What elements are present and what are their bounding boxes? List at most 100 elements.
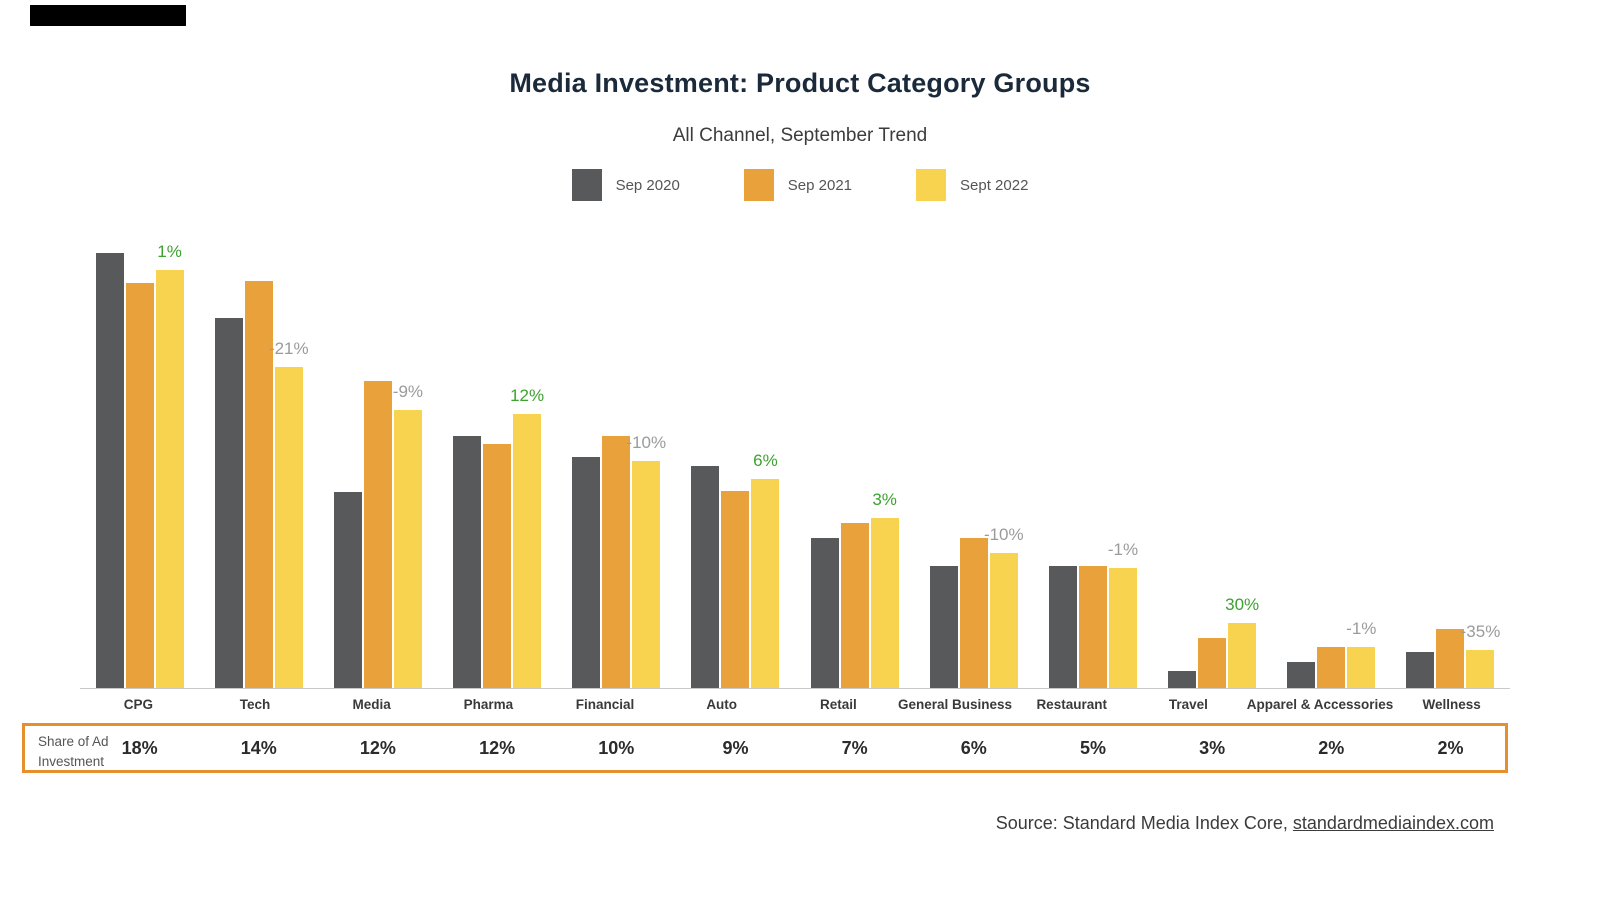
bars-apparel-accessories (1287, 248, 1376, 688)
bar-financial-sept-2022 (632, 460, 661, 688)
bar-restaurant-sep-2021 (1078, 566, 1107, 688)
share-value-restaurant: 5% (1079, 737, 1106, 758)
bar-cpg-sep-2021 (125, 283, 154, 688)
legend-swatch-sep-2020 (571, 169, 602, 201)
bar-media-sep-2021 (363, 381, 392, 688)
source-link[interactable]: standardmediaindex.com (1292, 813, 1494, 833)
bar-tech-sep-2021 (244, 281, 273, 688)
yoy-annotation-travel: 30% (1225, 594, 1260, 614)
category-label-financial: Financial (575, 697, 635, 712)
bar-general-business-sep-2021 (959, 537, 988, 688)
share-value-apparel-accessories: 2% (1318, 737, 1345, 758)
legend: Sep 2020 Sep 2021 Sept 2022 (0, 169, 1600, 201)
yoy-annotation-tech: -21% (268, 338, 309, 358)
bar-financial-sep-2021 (602, 435, 631, 688)
share-value-auto: 9% (722, 737, 749, 758)
bar-group-apparel-accessories: -1% (1272, 248, 1391, 688)
source-prefix: Source: Standard Media Index Core, (995, 813, 1293, 833)
bar-apparel-accessories-sept-2022 (1347, 647, 1376, 688)
bar-wellness-sep-2020 (1406, 651, 1435, 688)
bar-wellness-sept-2022 (1466, 649, 1495, 688)
bar-cpg-sept-2022 (155, 270, 184, 688)
bars-travel (1168, 248, 1257, 688)
chart-subtitle: All Channel, September Trend (672, 125, 928, 146)
share-value-retail: 7% (841, 737, 868, 758)
bar-general-business-sep-2020 (929, 566, 958, 688)
yoy-annotation-financial: -10% (626, 432, 667, 452)
yoy-annotation-wellness: -35% (1460, 621, 1501, 641)
bar-auto-sep-2020 (691, 466, 720, 688)
chart-title: Media Investment: Product Category Group… (509, 68, 1091, 98)
yoy-annotation-retail: 3% (872, 489, 897, 509)
bars-pharma (453, 248, 542, 688)
bars-restaurant (1048, 248, 1137, 688)
category-label-retail: Retail (819, 697, 857, 712)
bar-tech-sept-2022 (274, 366, 303, 688)
bars-cpg (95, 248, 184, 688)
share-value-pharma: 12% (479, 737, 516, 758)
bar-group-cpg: 1% (80, 242, 199, 688)
bar-wellness-sep-2021 (1436, 629, 1465, 688)
category-label-travel: Travel (1168, 697, 1208, 712)
bar-media-sep-2020 (333, 492, 362, 688)
category-label-general-business: General Business (898, 697, 1013, 712)
bar-apparel-accessories-sep-2021 (1317, 646, 1346, 688)
bar-media-sept-2022 (393, 409, 422, 688)
legend-item-sep-2020: Sep 2020 (571, 169, 680, 201)
share-value-wellness: 2% (1437, 737, 1464, 758)
bar-travel-sept-2022 (1228, 622, 1257, 688)
bar-apparel-accessories-sep-2020 (1287, 661, 1316, 688)
bar-group-auto: 6% (676, 248, 795, 688)
bars-wellness (1406, 248, 1495, 688)
category-labels-row: CPG Tech Media Pharma Financial Auto Retail Gen… (80, 697, 1510, 712)
share-of-ad-investment-box: Share of Ad Investment 18% 14% 12% 12% 10% 9%… (22, 723, 1508, 773)
legend-label: Sept 2022 (960, 176, 1029, 194)
yoy-annotation-auto: 6% (753, 451, 778, 471)
bar-cpg-sep-2020 (95, 253, 124, 688)
bar-retail-sep-2021 (840, 522, 869, 688)
bars-retail (810, 248, 899, 688)
bar-travel-sep-2021 (1198, 637, 1227, 688)
share-value-travel: 3% (1199, 737, 1226, 758)
yoy-annotation-restaurant: -1% (1107, 539, 1139, 559)
category-label-cpg: CPG (123, 697, 153, 712)
bar-auto-sept-2022 (751, 479, 780, 688)
category-label-media: Media (352, 697, 391, 712)
yoy-annotation-pharma: 12% (510, 385, 545, 405)
bar-auto-sep-2021 (721, 490, 750, 688)
category-label-tech: Tech (239, 697, 271, 712)
bar-retail-sept-2022 (870, 517, 899, 688)
category-label-apparel-accessories: Apparel & Accessories (1246, 697, 1394, 712)
legend-label: Sep 2021 (787, 176, 853, 194)
bar-restaurant-sept-2022 (1108, 567, 1137, 688)
bar-group-pharma: 12% (438, 248, 557, 688)
bar-group-wellness: -35% (1391, 248, 1510, 688)
top-left-decoration-bar (30, 5, 186, 26)
bar-group-travel: 30% (1153, 248, 1272, 688)
bar-chart: 1% -21% -9% 12% -10% 6% 3% -10% -1% 30% -1% -35% (80, 242, 1510, 689)
bar-restaurant-sep-2020 (1048, 566, 1077, 688)
yoy-annotation-general-business: -10% (983, 525, 1024, 545)
bar-group-general-business: -10% (914, 248, 1033, 688)
bar-tech-sep-2020 (214, 318, 243, 688)
legend-swatch-sept-2022 (916, 169, 947, 201)
legend-swatch-sep-2021 (743, 169, 774, 201)
bar-travel-sep-2020 (1168, 670, 1197, 688)
bar-group-tech: -21% (199, 248, 318, 688)
bar-group-financial: -10% (557, 248, 676, 688)
share-value-general-business: 6% (960, 737, 987, 758)
bar-general-business-sept-2022 (989, 553, 1018, 688)
source-text: Source: Standard Media Index Core, stand… (996, 813, 1494, 834)
yoy-annotation-cpg: 1% (157, 242, 182, 262)
bar-retail-sep-2020 (810, 537, 839, 688)
bar-financial-sep-2020 (572, 457, 601, 688)
legend-item-sept-2022: Sept 2022 (916, 169, 1028, 201)
yoy-annotation-media: -9% (392, 381, 424, 401)
yoy-annotation-apparel-accessories: -1% (1346, 619, 1377, 639)
category-label-auto: Auto (706, 697, 738, 712)
category-label-wellness: Wellness (1422, 697, 1481, 712)
share-values-row: 18% 14% 12% 12% 10% 9% 7% 6% 5% 3% 2% 2% (80, 726, 1510, 770)
bars-tech (214, 248, 303, 688)
bar-pharma-sept-2022 (513, 413, 542, 688)
